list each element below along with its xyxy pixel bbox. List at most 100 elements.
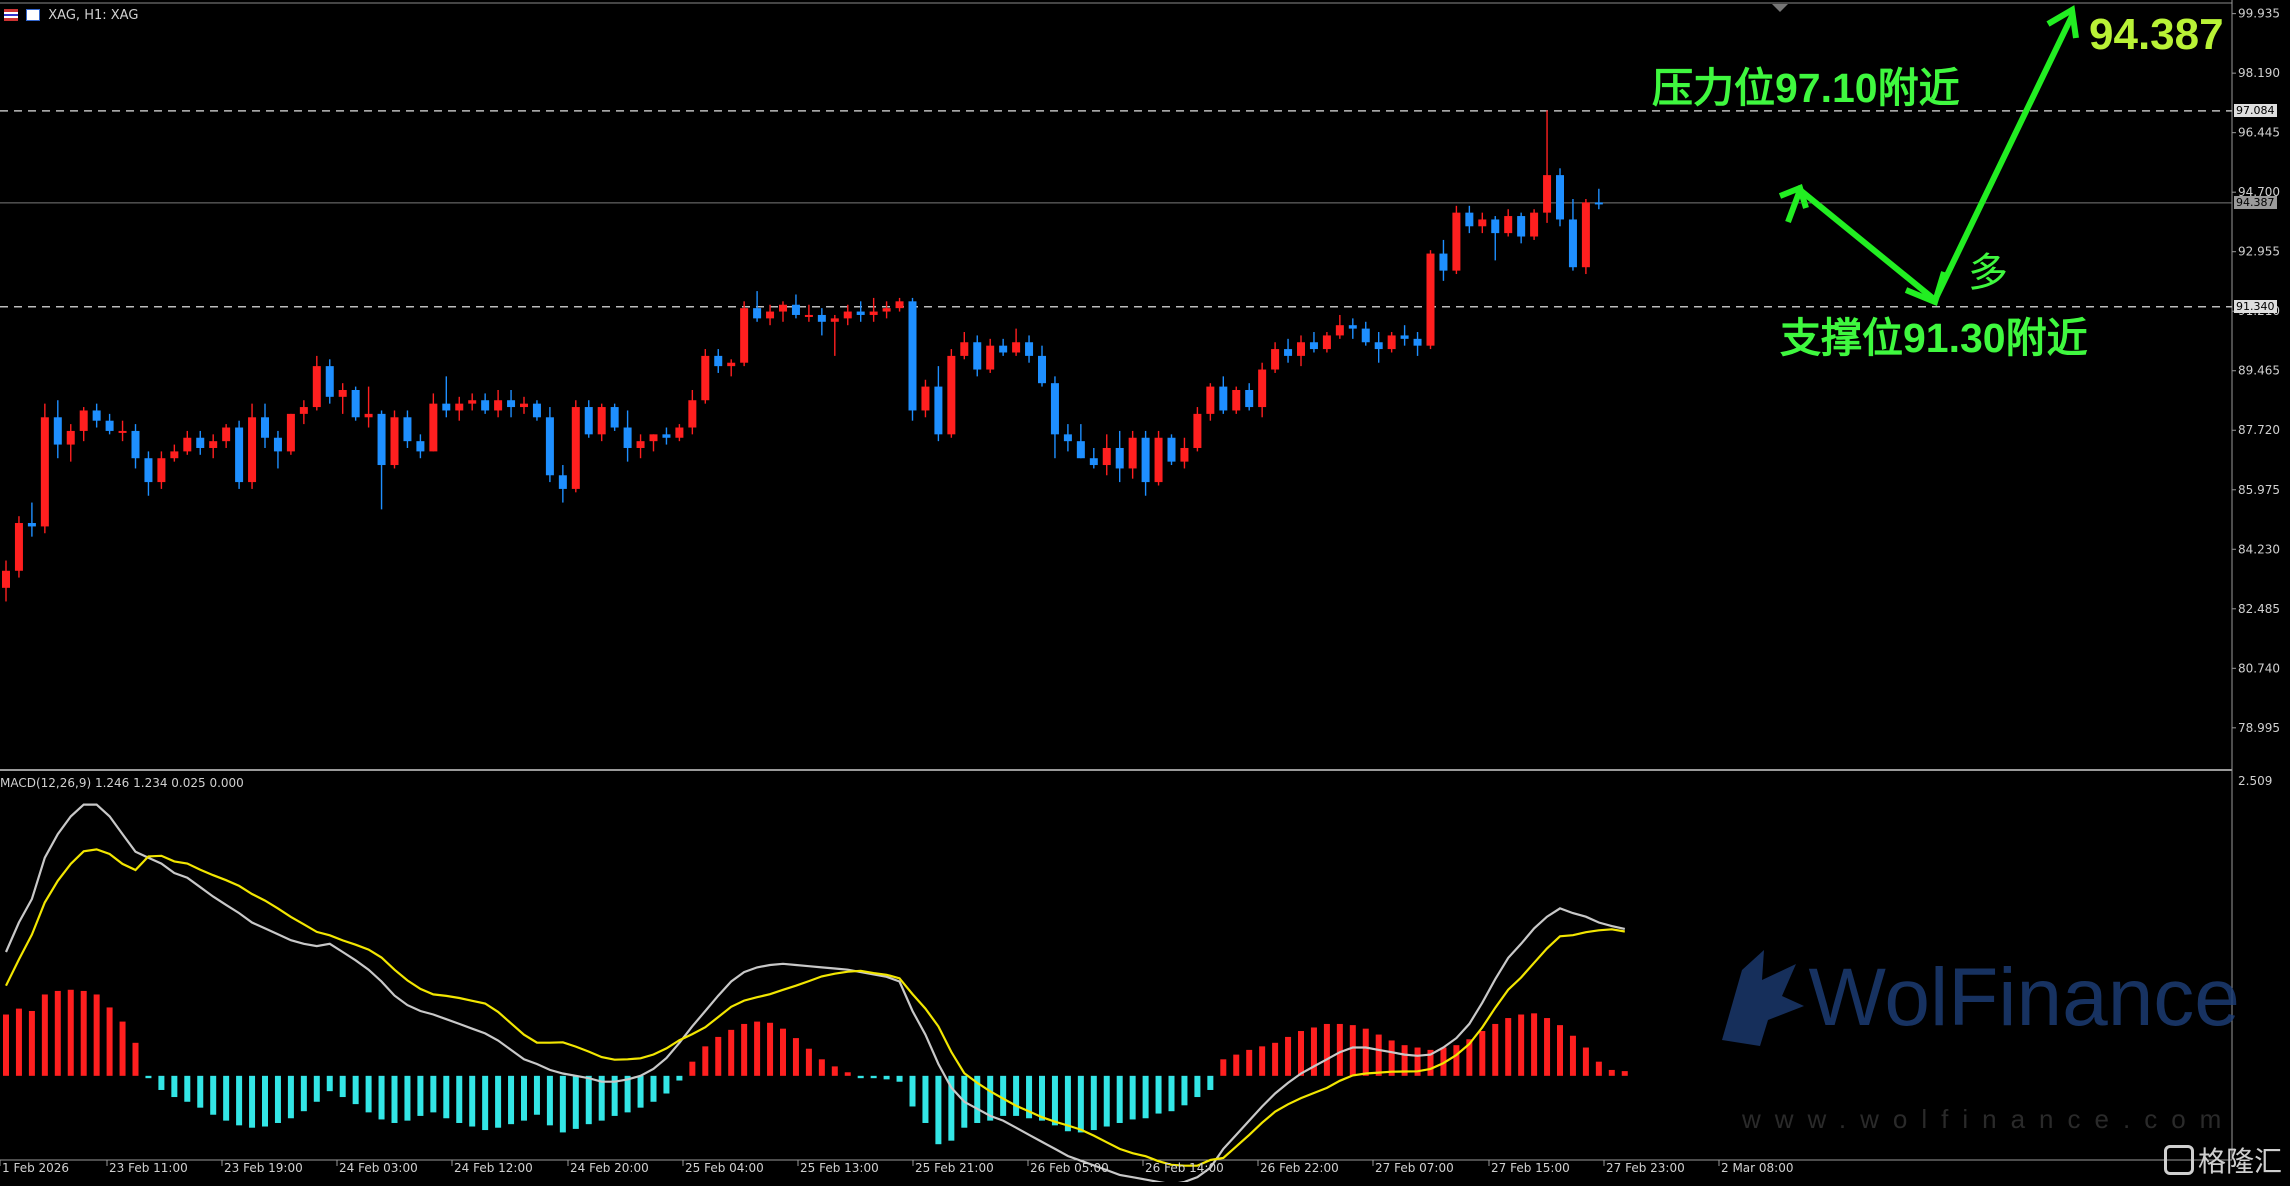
candle	[507, 390, 516, 418]
candle-body	[429, 403, 438, 452]
macd-histogram-bar	[1298, 1031, 1304, 1076]
candle	[235, 420, 244, 489]
candle-body	[66, 430, 75, 445]
target-price: 94.387	[2089, 10, 2224, 59]
macd-histogram-bar	[171, 1075, 178, 1098]
candle	[1025, 335, 1034, 363]
candle-body	[558, 475, 567, 489]
candle-body	[960, 342, 969, 356]
candle-body	[856, 311, 865, 315]
candle-body	[494, 400, 503, 411]
candle-body	[545, 417, 554, 476]
macd-histogram-bar	[119, 1021, 126, 1076]
macd-histogram-bar	[572, 1075, 579, 1129]
candle	[1439, 239, 1448, 281]
shift-marker-icon[interactable]	[1772, 4, 1788, 12]
macd-histogram-bar	[896, 1075, 903, 1082]
candle	[1245, 383, 1254, 411]
candle-body	[1012, 342, 1021, 353]
macd-histogram-bar	[1168, 1075, 1175, 1112]
candle	[1361, 321, 1370, 346]
candle-body	[1530, 212, 1539, 237]
candle-body	[895, 301, 904, 309]
macd-histogram-bar	[28, 1010, 35, 1076]
macd-line	[4, 803, 1626, 1186]
candle-body	[312, 366, 321, 408]
candle	[636, 434, 645, 459]
macd-histogram-bar	[1039, 1075, 1045, 1121]
candle	[1154, 430, 1163, 486]
macd-histogram-bar	[287, 1075, 294, 1119]
macd-histogram-bar	[805, 1048, 812, 1076]
candle-body	[40, 417, 49, 527]
menu-icon[interactable]	[4, 9, 18, 21]
macd-histogram-bar	[857, 1075, 864, 1079]
macd-histogram-bar	[15, 1008, 22, 1076]
candle-body	[53, 417, 62, 445]
time-tick-label: 27 Feb 07:00	[1375, 1161, 1454, 1175]
price-tick-label: 92.955	[2238, 245, 2280, 259]
macd-histogram-bar	[585, 1075, 592, 1125]
candle-body	[1478, 219, 1487, 227]
macd-histogram-bar	[637, 1075, 644, 1108]
candle	[1400, 325, 1409, 346]
macd-label: MACD(12,26,9) 1.246 1.234 0.025 0.000	[0, 776, 244, 790]
macd-histogram-bar	[650, 1075, 657, 1102]
candle-body	[636, 441, 645, 448]
macd-histogram-bar	[365, 1075, 372, 1113]
macd-histogram-bar	[249, 1075, 256, 1128]
candle	[1206, 383, 1215, 421]
candle-body	[779, 304, 787, 312]
candle	[1426, 250, 1435, 350]
candle-body	[1452, 212, 1461, 271]
candle-body	[1271, 349, 1280, 370]
macd-histogram-bar	[1323, 1023, 1330, 1076]
candle-body	[1322, 335, 1331, 350]
candle	[1568, 199, 1577, 271]
chart-type-icon[interactable]	[26, 9, 41, 21]
candle-body	[1115, 447, 1124, 469]
candle-body	[222, 427, 231, 442]
price-tick-label: 98.190	[2238, 66, 2280, 80]
macd-histogram-bar	[1272, 1042, 1279, 1076]
macd-histogram-bar	[1285, 1036, 1292, 1076]
macd-histogram-bar	[831, 1066, 838, 1076]
candle	[597, 403, 606, 442]
macd-histogram-bar	[262, 1075, 268, 1127]
macd-histogram-bar	[482, 1075, 489, 1131]
macd-histogram-bar	[1466, 1039, 1473, 1076]
macd-histogram-bar	[598, 1075, 605, 1121]
candle-body	[973, 342, 982, 370]
candle	[468, 393, 477, 411]
macd-histogram-bar	[909, 1075, 916, 1107]
macd-histogram-bar	[1194, 1075, 1201, 1098]
candle	[481, 393, 490, 414]
candle	[584, 400, 593, 438]
macd-histogram-bar	[676, 1075, 683, 1081]
candle-body	[740, 308, 749, 363]
candle-body	[649, 434, 658, 442]
candle-body	[92, 410, 101, 421]
candle	[688, 390, 697, 435]
macd-histogram-bar	[1259, 1046, 1266, 1076]
candle	[1115, 430, 1124, 483]
candle	[558, 465, 567, 503]
candle	[442, 376, 451, 418]
candle	[1517, 212, 1526, 244]
candle-body	[118, 430, 127, 433]
macd-histogram-bar	[326, 1075, 333, 1092]
candle	[1348, 318, 1357, 339]
macd-histogram-bar	[521, 1075, 527, 1121]
candle-body	[908, 301, 917, 411]
candle-body	[286, 413, 295, 452]
support-value: 91.30	[1903, 315, 2006, 361]
resistance-price-tag: 97.084	[2234, 103, 2277, 117]
candle	[1387, 332, 1396, 353]
time-tick-label: 2 Mar 08:00	[1721, 1161, 1794, 1175]
candle	[740, 301, 749, 367]
candle-body	[14, 523, 23, 571]
candle-body	[1335, 325, 1344, 336]
macd-histogram-bar	[1013, 1075, 1020, 1116]
